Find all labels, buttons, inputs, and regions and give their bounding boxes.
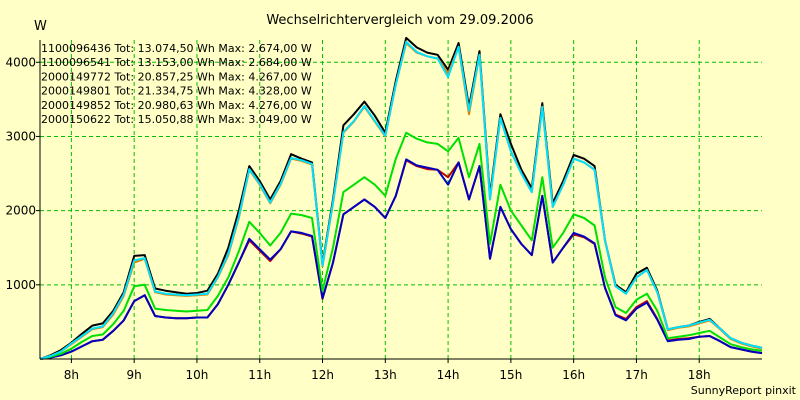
legend-entry-3: 2000149772 Tot: 20.857,25 Wh Max: 4.267,… [41,70,312,83]
x-tick-label: 14h [437,368,460,382]
x-tick-label: 15h [499,368,522,382]
legend-entry-5: 2000149852 Tot: 20.980,63 Wh Max: 4.276,… [41,99,312,112]
axes [39,40,762,360]
y-axis-ticks: 1000 2000 3000 4000 [5,55,40,292]
footer-credit: SunnyReport pinxit [691,384,797,397]
y-tick-label: 2000 [5,204,36,218]
series-lines [39,36,763,360]
x-tick-label: 18h [688,368,711,382]
x-tick-label: 9h [127,368,142,382]
y-tick-label: 3000 [5,129,36,143]
x-tick-label: 8h [64,368,79,382]
x-axis-ticks: 8h 9h 10h 11h 12h 13h 14h 15h 16h 17h 18h [64,359,711,382]
series-line-5 [39,40,763,360]
x-tick-label: 12h [311,368,334,382]
y-axis-label: W [34,19,47,34]
x-tick-label: 13h [374,368,397,382]
series-line-2 [39,158,763,360]
x-tick-label: 17h [625,368,648,382]
x-tick-label: 16h [562,368,585,382]
series-line-6 [39,131,763,360]
x-tick-label: 10h [186,368,209,382]
y-tick-label: 1000 [5,278,36,292]
y-tick-label: 4000 [5,55,36,69]
legend-entry-4: 2000149801 Tot: 21.334,75 Wh Max: 4.328,… [41,85,312,98]
legend: 1100096436 Tot: 13.074,50 Wh Max: 2.674,… [41,42,312,126]
chart-title: Wechselrichtervergleich vom 29.09.2006 [266,13,533,28]
legend-entry-6: 2000150622 Tot: 15.050,88 Wh Max: 3.049,… [41,113,312,126]
legend-entry-2: 1100096541 Tot: 13.153,00 Wh Max: 2.684,… [41,56,312,69]
x-tick-label: 11h [248,368,271,382]
legend-entry-1: 1100096436 Tot: 13.074,50 Wh Max: 2.674,… [41,42,312,55]
